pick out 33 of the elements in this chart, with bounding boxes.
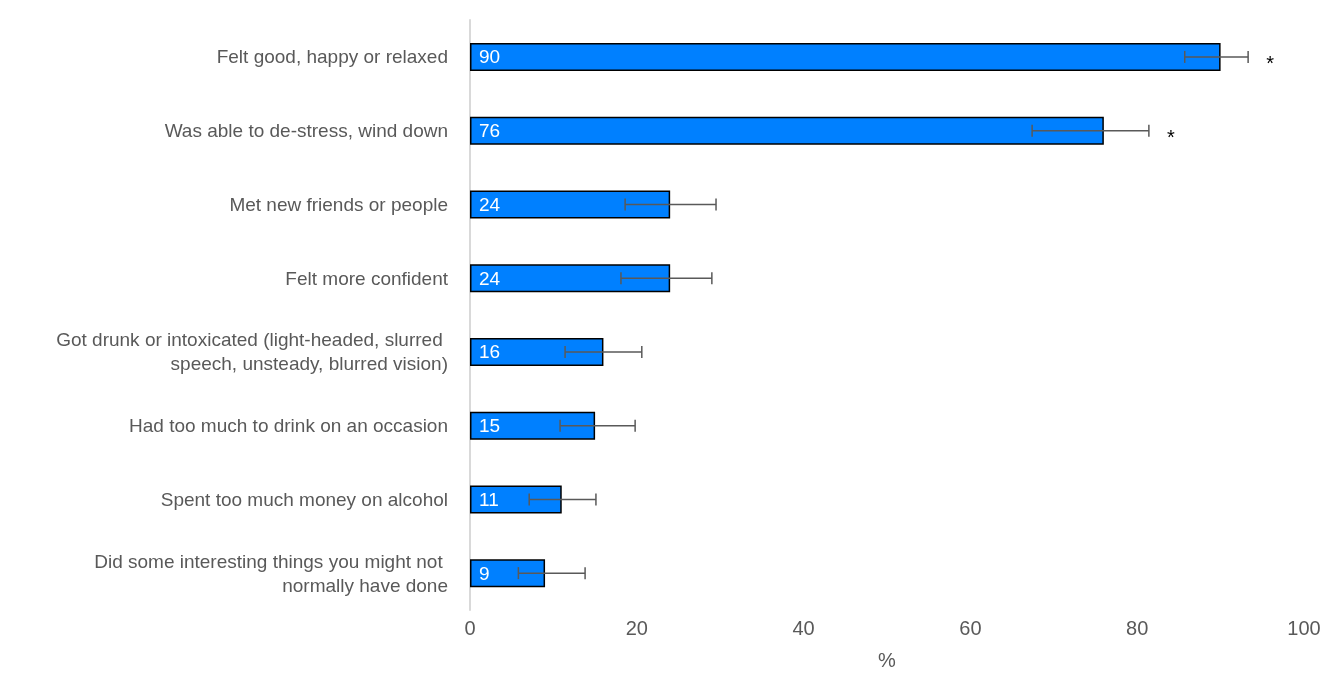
data-label: 15 xyxy=(479,415,501,437)
data-label: 24 xyxy=(479,267,501,289)
y-tick-label: Had too much to drink on an occasion xyxy=(129,415,448,437)
bar xyxy=(470,190,671,219)
bar xyxy=(470,116,1104,145)
bar xyxy=(470,337,604,366)
y-tick-label: Spent too much money on alcohol xyxy=(160,488,448,510)
data-label: 90 xyxy=(479,46,501,68)
y-tick-label: Felt more confident xyxy=(285,267,449,289)
x-axis-title: % xyxy=(878,649,897,671)
y-tick-label: Felt good, happy or relaxed xyxy=(216,46,448,68)
bar xyxy=(470,411,596,440)
bar xyxy=(470,264,671,293)
data-label: 16 xyxy=(479,341,501,363)
bar xyxy=(470,485,562,514)
y-tick-label: Met new friends or people xyxy=(229,193,448,215)
x-tick-label: 0 xyxy=(464,617,476,639)
y-tick-label: Was able to de-stress, wind down xyxy=(164,120,448,142)
bar xyxy=(470,559,546,588)
x-tick-label: 20 xyxy=(625,617,648,639)
y-tick-label: Did some interesting things you might not normally have done xyxy=(94,550,448,596)
x-tick-label: 60 xyxy=(959,617,982,639)
annotation: * xyxy=(1166,125,1175,148)
annotation: * xyxy=(1266,51,1275,74)
data-label: 76 xyxy=(479,120,501,142)
data-label: 9 xyxy=(479,562,490,584)
x-tick-label: 40 xyxy=(792,617,815,639)
x-tick-label: 100 xyxy=(1287,617,1321,639)
data-label: 11 xyxy=(479,488,499,510)
bar xyxy=(470,42,1221,71)
data-label: 24 xyxy=(479,193,501,215)
y-tick-label: Got drunk or intoxicated (light-headed, slurred speech, unsteady, blurred vision) xyxy=(56,329,448,375)
x-tick-label: 80 xyxy=(1126,617,1149,639)
